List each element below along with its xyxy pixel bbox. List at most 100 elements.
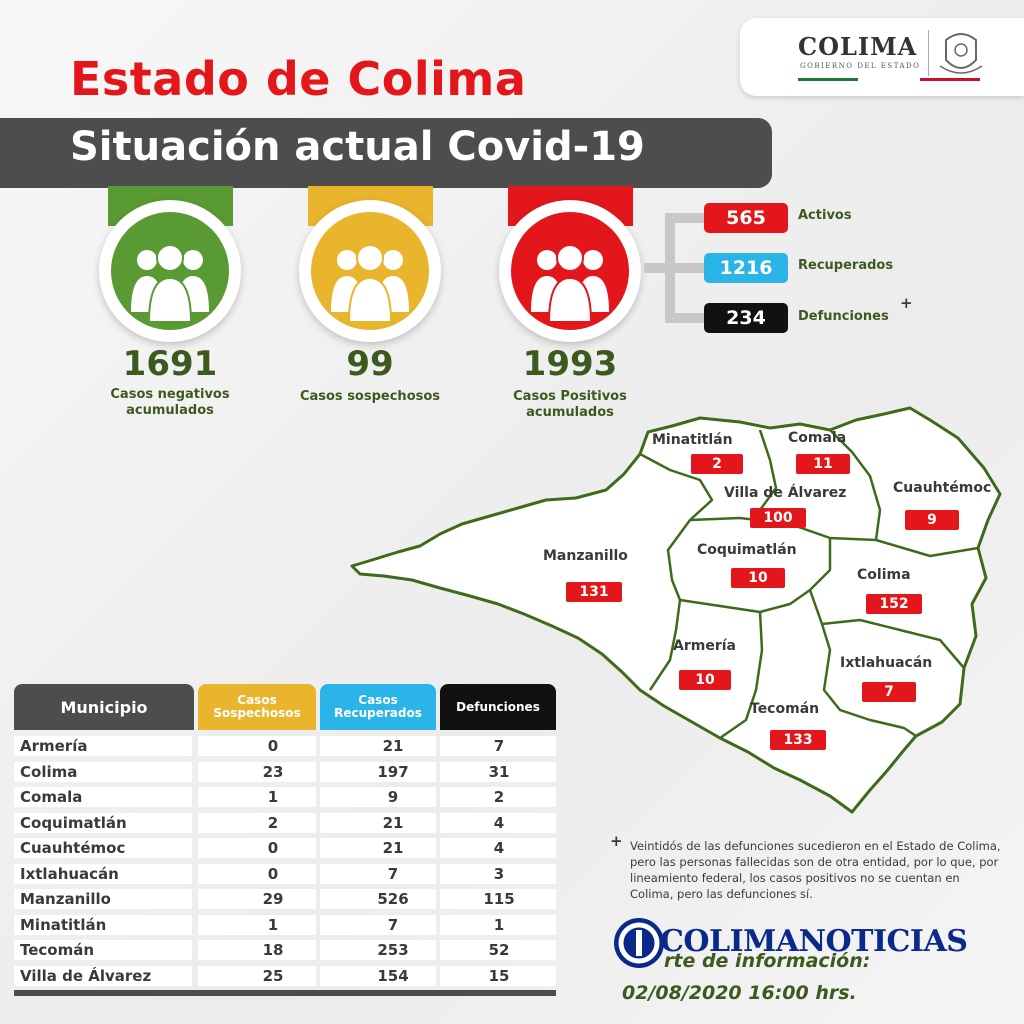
row-stripe	[320, 761, 436, 782]
footnote-text: Veintidós de las defunciones sucedieron …	[630, 839, 1001, 901]
row-stripe	[320, 940, 436, 960]
cell-sospechosos: 0	[267, 737, 279, 755]
cell-recuperados: 526	[377, 890, 409, 908]
table-header-recuperados: Casos Recuperados	[320, 684, 436, 730]
row-stripe	[198, 965, 316, 986]
map-label-minatitlan: Minatitlán	[652, 432, 733, 448]
negative-circle-fill	[111, 212, 229, 330]
table-row: Coquimatlán 2 21 4	[14, 811, 556, 835]
cell-municipio: Tecomán	[20, 941, 95, 959]
map-value-villa-de-alvarez: 100	[750, 508, 806, 528]
recovered-value: 1216	[704, 253, 788, 283]
map-value-tecoman: 133	[770, 730, 826, 750]
source-label: rte de información:	[664, 950, 871, 972]
positive-circle	[499, 200, 641, 342]
table-header-defunciones: Defunciones	[440, 684, 556, 730]
cell-sospechosos: 1	[267, 788, 279, 806]
table-row: Tecomán 18 253 52	[14, 938, 556, 962]
table-row: Cuauhtémoc 0 21 4	[14, 836, 556, 860]
table-bottom-bar	[14, 990, 556, 996]
people-group-icon	[531, 244, 609, 322]
table-row: Comala 1 9 2	[14, 785, 556, 809]
cell-municipio: Manzanillo	[20, 890, 111, 908]
negative-cases-label-1: Casos negativos	[110, 387, 230, 402]
row-stripe	[440, 965, 556, 986]
cell-municipio: Coquimatlán	[20, 813, 127, 832]
table-row: Manzanillo 29 526 115	[14, 887, 556, 911]
cell-municipio: Villa de Álvarez	[20, 966, 152, 985]
suspect-circle-fill	[311, 212, 429, 330]
cell-municipio: Comala	[20, 788, 83, 806]
row-stripe	[198, 787, 316, 807]
map-value-manzanillo: 131	[566, 582, 622, 602]
cell-defunciones: 4	[493, 839, 505, 857]
subtitle-banner	[0, 118, 772, 188]
page-subtitle: Situación actual Covid-19	[70, 124, 645, 170]
row-stripe	[14, 889, 192, 909]
cell-recuperados: 21	[382, 839, 404, 857]
map-label-comala: Comala	[788, 430, 847, 446]
map-value-colima: 152	[866, 594, 922, 614]
row-stripe	[14, 940, 192, 960]
row-stripe	[198, 761, 316, 782]
cell-defunciones: 52	[488, 941, 510, 959]
table-row: Minatitlán 1 7 1	[14, 913, 556, 937]
page-title: Estado de Colima	[70, 52, 527, 106]
row-stripe	[14, 812, 192, 833]
row-stripe	[320, 914, 436, 935]
table-header-recuperados-line1: Casos	[358, 693, 398, 707]
row-stripe	[198, 838, 316, 858]
negative-cases-label-2: acumulados	[126, 403, 214, 418]
cell-municipio: Colima	[20, 762, 78, 781]
footnote-mark: +	[610, 832, 623, 850]
row-stripe	[440, 787, 556, 807]
coat-of-arms-icon	[939, 33, 983, 74]
cell-recuperados: 21	[382, 737, 404, 755]
row-stripe	[440, 940, 556, 960]
row-stripe	[320, 889, 436, 909]
table-row: Ixtlahuacán 0 7 3	[14, 862, 556, 886]
cell-sospechosos: 1	[267, 915, 279, 934]
table-header-sospechosos-line2: Sospechosos	[213, 706, 301, 720]
positive-cases-value: 1993	[522, 344, 618, 384]
map-label-villa-de-alvarez: Villa de Álvarez	[724, 485, 847, 501]
row-stripe	[320, 787, 436, 807]
negative-circle	[99, 200, 241, 342]
cell-recuperados: 7	[387, 864, 399, 883]
row-stripe	[440, 812, 556, 833]
suspect-cases-value: 99	[346, 344, 394, 384]
cell-municipio: Minatitlán	[20, 915, 107, 934]
cell-sospechosos: 25	[262, 966, 284, 985]
row-stripe	[320, 736, 436, 756]
deaths-value: 234	[704, 303, 788, 333]
logo-green-bar	[798, 78, 858, 81]
logo-subtitle: GOBIERNO DEL ESTADO	[800, 62, 921, 70]
bracket-connector	[644, 213, 704, 323]
map-label-manzanillo: Manzanillo	[543, 548, 628, 564]
suspect-cases-label: Casos sospechosos	[299, 389, 441, 404]
cell-defunciones: 15	[488, 966, 510, 985]
row-stripe	[440, 736, 556, 756]
row-stripe	[14, 736, 192, 756]
row-stripe	[198, 889, 316, 909]
suspect-circle	[299, 200, 441, 342]
negative-cases-value: 1691	[122, 344, 218, 384]
cell-recuperados: 9	[387, 788, 399, 806]
map-label-tecoman: Tecomán	[750, 701, 820, 717]
positive-cases-label-2: acumulados	[526, 405, 614, 420]
map-label-ixtlahuacan: Ixtlahuacán	[840, 655, 933, 671]
row-stripe	[440, 761, 556, 782]
active-label: Activos	[798, 208, 852, 223]
map-value-coquimatlan: 10	[731, 568, 785, 588]
row-stripe	[320, 965, 436, 986]
cell-municipio: Ixtlahuacán	[20, 864, 119, 883]
active-value: 565	[704, 203, 788, 233]
cell-defunciones: 4	[493, 813, 505, 832]
cell-defunciones: 31	[488, 762, 510, 781]
map-label-armeria: Armería	[673, 638, 736, 654]
cell-recuperados: 21	[382, 813, 404, 832]
colimanoticias-mark-icon	[618, 922, 660, 964]
row-stripe	[14, 914, 192, 935]
logo-title: COLIMA	[798, 32, 918, 61]
deaths-label: Defunciones	[798, 309, 889, 324]
